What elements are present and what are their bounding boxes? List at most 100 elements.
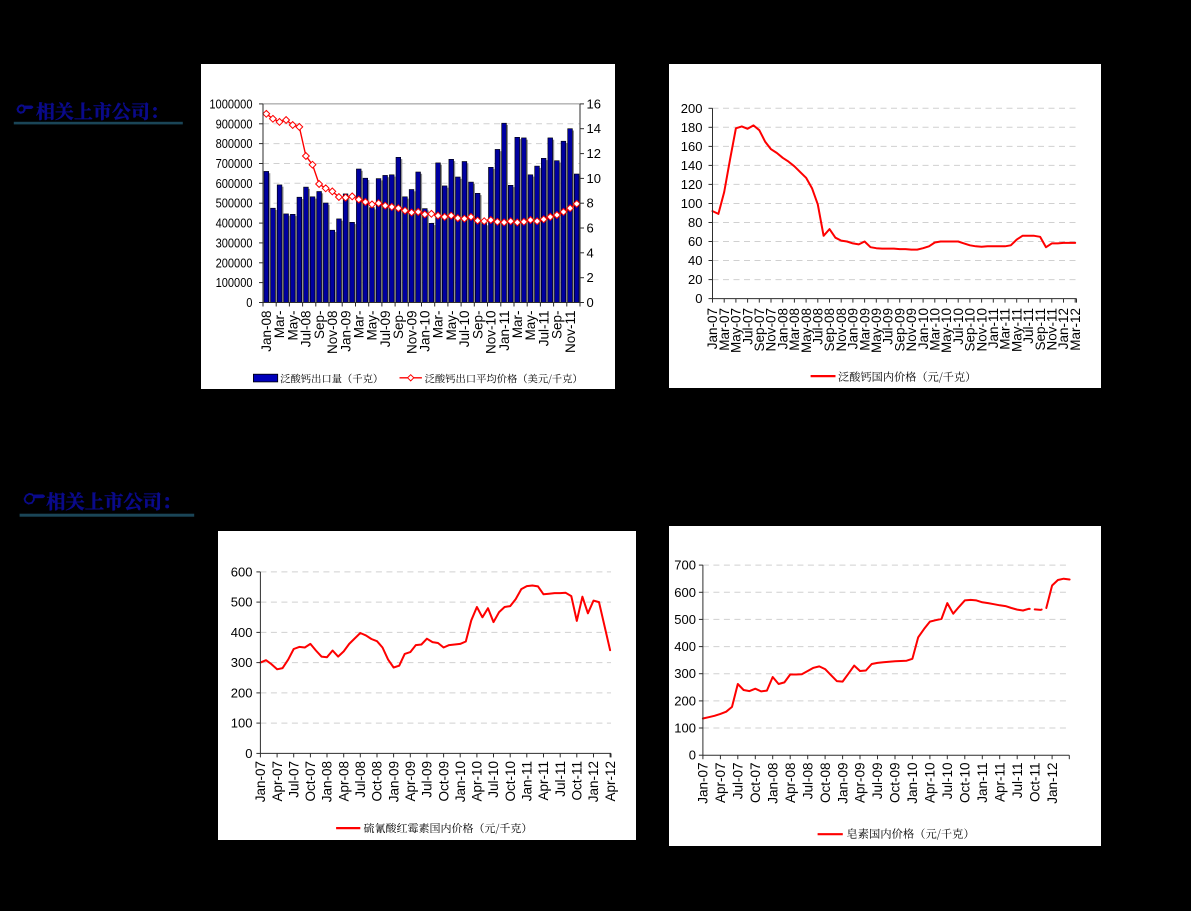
svg-text:Mar-: Mar- <box>431 311 446 339</box>
svg-text:200: 200 <box>231 685 253 700</box>
svg-text:40: 40 <box>688 253 702 268</box>
svg-text:200: 200 <box>681 101 703 116</box>
svg-text:Mar-: Mar- <box>352 311 367 339</box>
svg-text:0: 0 <box>587 295 594 310</box>
svg-text:Jan-09: Jan-09 <box>338 311 353 352</box>
svg-text:Jan-08: Jan-08 <box>775 308 790 349</box>
svg-text:Jan-12: Jan-12 <box>1056 308 1071 349</box>
svg-text:Nov-11: Nov-11 <box>563 311 578 354</box>
svg-text:Sep-09: Sep-09 <box>892 308 907 352</box>
svg-text:Apr-10: Apr-10 <box>470 761 485 802</box>
svg-text:Apr-11: Apr-11 <box>992 763 1007 803</box>
svg-text:10: 10 <box>587 171 601 186</box>
svg-text:Jul-09: Jul-09 <box>378 311 393 348</box>
svg-text:Jan-09: Jan-09 <box>386 761 401 802</box>
svg-text:Jan-10: Jan-10 <box>453 761 468 802</box>
svg-text:Apr-10: Apr-10 <box>923 763 938 804</box>
svg-text:Sep-: Sep- <box>312 311 327 340</box>
svg-text:Apr-08: Apr-08 <box>336 761 351 802</box>
svg-text:400000: 400000 <box>216 216 253 231</box>
svg-text:Jan-12: Jan-12 <box>1045 763 1060 804</box>
svg-text:Jan-07: Jan-07 <box>705 308 720 349</box>
svg-text:Jan-11: Jan-11 <box>986 308 1001 348</box>
svg-text:8: 8 <box>587 196 594 211</box>
svg-text:Mar-: Mar- <box>510 311 525 339</box>
svg-text:Mar-07: Mar-07 <box>717 308 732 351</box>
svg-text:Jul-11: Jul-11 <box>553 761 568 797</box>
svg-text:May-: May- <box>523 311 538 341</box>
svg-text:600: 600 <box>231 564 253 579</box>
svg-text:400: 400 <box>674 639 696 654</box>
svg-text:May-10: May-10 <box>939 308 954 353</box>
svg-text:Jan-09: Jan-09 <box>846 308 861 349</box>
svg-text:Oct-07: Oct-07 <box>303 761 318 802</box>
svg-text:May-: May- <box>444 311 459 341</box>
svg-text:Mar-10: Mar-10 <box>928 308 943 351</box>
svg-text:Sep-: Sep- <box>391 311 406 340</box>
svg-text:Apr-07: Apr-07 <box>270 761 285 802</box>
svg-text:Sep-10: Sep-10 <box>963 308 978 352</box>
svg-text:Nov-08: Nov-08 <box>834 308 849 352</box>
svg-text:2: 2 <box>587 270 594 285</box>
svg-text:Oct-10: Oct-10 <box>503 761 518 802</box>
svg-text:Jul-08: Jul-08 <box>353 761 368 798</box>
svg-text:Jan-09: Jan-09 <box>835 763 850 804</box>
svg-text:Jan-10: Jan-10 <box>418 311 433 352</box>
svg-text:100: 100 <box>231 716 253 731</box>
svg-text:Sep-: Sep- <box>550 311 565 340</box>
svg-text:Sep-08: Sep-08 <box>822 308 837 352</box>
svg-text:Jan-10: Jan-10 <box>905 763 920 804</box>
svg-text:0: 0 <box>695 291 702 306</box>
svg-text:Jul-10: Jul-10 <box>457 311 472 348</box>
svg-text:60: 60 <box>688 234 702 249</box>
svg-text:Nov-09: Nov-09 <box>404 311 419 355</box>
svg-text:Jul-10: Jul-10 <box>940 763 955 800</box>
svg-text:Mar-12: Mar-12 <box>1068 308 1083 351</box>
svg-text:0: 0 <box>689 748 696 763</box>
svg-text:Oct-08: Oct-08 <box>370 761 385 802</box>
svg-text:May-11: May-11 <box>1009 308 1024 352</box>
svg-text:Jul-09: Jul-09 <box>870 763 885 800</box>
svg-text:Jul-07: Jul-07 <box>740 308 755 345</box>
svg-text:Nov-10: Nov-10 <box>484 311 499 355</box>
svg-text:Oct-11: Oct-11 <box>1027 763 1042 803</box>
svg-text:700000: 700000 <box>216 156 253 171</box>
svg-text:May-: May- <box>285 311 300 341</box>
svg-text:Nov-08: Nov-08 <box>325 311 340 355</box>
svg-text:Nov-09: Nov-09 <box>904 308 919 352</box>
svg-text:Oct-08: Oct-08 <box>818 763 833 804</box>
svg-text:20: 20 <box>688 272 702 287</box>
svg-text:Apr-11: Apr-11 <box>536 761 551 801</box>
svg-text:4: 4 <box>587 245 594 260</box>
svg-text:Jul-11: Jul-11 <box>1010 763 1025 799</box>
svg-text:200000: 200000 <box>216 255 253 270</box>
svg-text:300000: 300000 <box>216 235 253 250</box>
svg-text:Mar-: Mar- <box>272 311 287 339</box>
svg-text:6: 6 <box>587 221 594 236</box>
svg-text:Oct-09: Oct-09 <box>888 763 903 804</box>
svg-text:Jan-08: Jan-08 <box>765 763 780 804</box>
svg-text:180: 180 <box>681 120 703 135</box>
svg-text:Oct-07: Oct-07 <box>748 763 763 804</box>
svg-text:500: 500 <box>231 595 253 610</box>
svg-text:100000: 100000 <box>216 275 253 290</box>
svg-text:Nov-10: Nov-10 <box>974 308 989 352</box>
svg-text:160: 160 <box>681 139 703 154</box>
svg-text:600000: 600000 <box>216 176 253 191</box>
svg-text:Sep-: Sep- <box>470 311 485 340</box>
svg-text:Jan-07: Jan-07 <box>696 763 711 804</box>
svg-text:May-08: May-08 <box>799 308 814 353</box>
svg-text:14: 14 <box>587 121 601 136</box>
svg-text:May-09: May-09 <box>869 308 884 353</box>
svg-text:Mar-08: Mar-08 <box>787 308 802 351</box>
svg-text:Jul-08: Jul-08 <box>299 311 314 348</box>
svg-text:400: 400 <box>231 625 253 640</box>
svg-text:Jul-10: Jul-10 <box>951 308 966 345</box>
svg-text:Jan-10: Jan-10 <box>916 308 931 349</box>
svg-text:500000: 500000 <box>216 196 253 211</box>
svg-text:Apr-08: Apr-08 <box>783 763 798 804</box>
svg-text:Jul-09: Jul-09 <box>881 308 896 345</box>
svg-text:Jul-08: Jul-08 <box>811 308 826 345</box>
svg-text:Nov-07: Nov-07 <box>764 308 779 352</box>
svg-text:100: 100 <box>674 721 696 736</box>
